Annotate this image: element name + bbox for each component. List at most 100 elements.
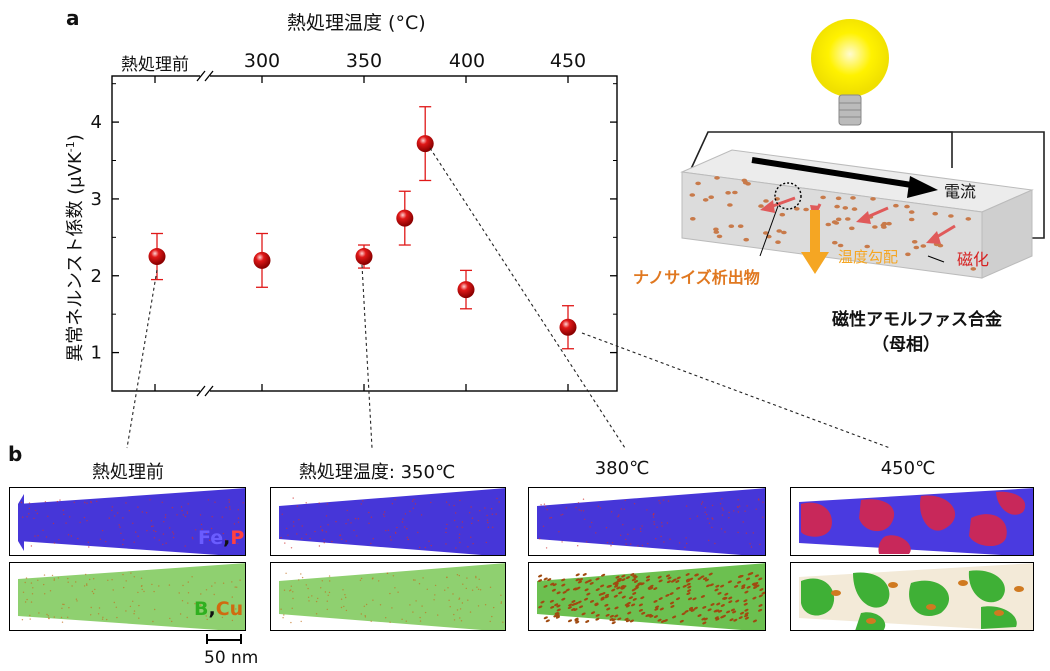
atom-speck xyxy=(470,536,472,538)
precipitate-dot xyxy=(775,240,781,244)
atom-speck xyxy=(137,591,139,594)
atom-speck xyxy=(475,577,477,579)
atom-speck xyxy=(323,538,325,541)
precipitate-speck xyxy=(704,578,709,582)
atom-speck xyxy=(658,500,660,502)
atom-speck xyxy=(46,613,48,616)
atom-speck xyxy=(231,581,233,583)
atom-speck xyxy=(757,498,760,500)
atom-speck xyxy=(597,505,599,507)
atom-speck xyxy=(415,600,417,602)
precipitate-dot xyxy=(948,214,954,218)
atom-speck xyxy=(213,593,215,596)
atom-speck xyxy=(141,588,143,591)
atom-speck xyxy=(153,537,156,539)
atom-speck xyxy=(700,503,703,505)
atom-speck xyxy=(43,583,45,586)
atom-speck xyxy=(340,606,343,609)
matrix-pointer xyxy=(927,255,945,263)
precipitate-speck xyxy=(626,601,631,605)
atom-speck xyxy=(562,513,564,516)
atom-speck xyxy=(721,507,723,509)
atom-speck xyxy=(500,602,502,604)
atom-speck xyxy=(153,530,155,532)
scale-bar-tick xyxy=(240,634,242,644)
atom-speck xyxy=(83,516,86,519)
atom-speck xyxy=(407,538,409,541)
atom-speck xyxy=(51,574,54,577)
atom-speck xyxy=(426,588,428,590)
atom-speck xyxy=(158,585,160,587)
atom-speck xyxy=(318,502,320,504)
precipitate-speck xyxy=(621,595,626,599)
precipitate-speck xyxy=(758,577,763,581)
atom-speck xyxy=(61,607,63,609)
atom-speck xyxy=(30,545,33,547)
atom-speck xyxy=(414,579,416,581)
precipitate-speck xyxy=(609,614,614,618)
atom-speck xyxy=(624,499,626,501)
atom-speck xyxy=(53,578,55,580)
atom-speck xyxy=(701,501,704,503)
atom-speck xyxy=(187,602,189,604)
atom-speck xyxy=(606,541,609,544)
atom-speck xyxy=(220,612,222,614)
atom-speck xyxy=(218,606,221,609)
atom-speck xyxy=(544,505,546,508)
atom-speck xyxy=(221,616,224,619)
precipitate-speck xyxy=(576,586,581,590)
atom-speck xyxy=(301,576,304,579)
atom-speck xyxy=(128,510,130,512)
axis-break-mask xyxy=(200,71,210,81)
atom-speck xyxy=(637,545,639,547)
atom-speck xyxy=(389,592,391,595)
atom-speck xyxy=(433,599,435,601)
atom-speck xyxy=(321,530,324,532)
atom-speck xyxy=(550,517,553,519)
atom-speck xyxy=(63,513,65,516)
precipitate-speck xyxy=(681,612,686,616)
precipitate-speck xyxy=(722,596,727,600)
precipitate-speck xyxy=(595,614,600,617)
atom-speck xyxy=(30,601,33,603)
connector-lines xyxy=(126,147,891,449)
atom-speck xyxy=(421,605,423,607)
atom-speck xyxy=(745,532,748,534)
atom-speck xyxy=(414,503,417,505)
atom-speck xyxy=(711,504,714,507)
atom-speck xyxy=(62,509,64,511)
precipitate-speck xyxy=(653,587,658,590)
precipitate-speck xyxy=(595,577,600,581)
precipitate-speck xyxy=(702,621,707,625)
atom-speck xyxy=(328,575,331,577)
atom-speck xyxy=(354,517,357,520)
atom-speck xyxy=(115,606,118,608)
atom-speck xyxy=(387,529,390,531)
atom-speck xyxy=(315,613,318,615)
precipitate-speck xyxy=(575,620,580,624)
precipitate-speck xyxy=(715,584,720,588)
precipitate-speck xyxy=(586,592,591,596)
atom-speck xyxy=(68,607,70,609)
atom-map-fe-p-380 xyxy=(528,487,766,556)
atom-speck xyxy=(205,589,208,591)
precipitate-speck xyxy=(637,582,642,586)
atom-speck xyxy=(500,594,502,596)
precipitate-speck xyxy=(752,619,757,623)
precipitate-speck xyxy=(693,606,698,610)
atom-speck xyxy=(86,520,88,522)
atom-speck xyxy=(324,591,327,593)
precipitate-speck xyxy=(728,600,733,604)
atom-speck xyxy=(737,531,739,534)
atom-map-fe-p-450 xyxy=(790,487,1034,556)
precipitate-speck xyxy=(604,595,609,599)
atom-speck xyxy=(445,543,447,545)
atom-speck xyxy=(309,537,311,540)
atom-speck xyxy=(738,505,741,507)
atom-speck xyxy=(97,613,100,615)
atom-speck xyxy=(37,535,39,537)
atom-speck xyxy=(172,536,175,539)
atom-speck xyxy=(368,511,370,514)
atom-speck xyxy=(409,604,411,606)
atom-speck xyxy=(705,513,708,516)
